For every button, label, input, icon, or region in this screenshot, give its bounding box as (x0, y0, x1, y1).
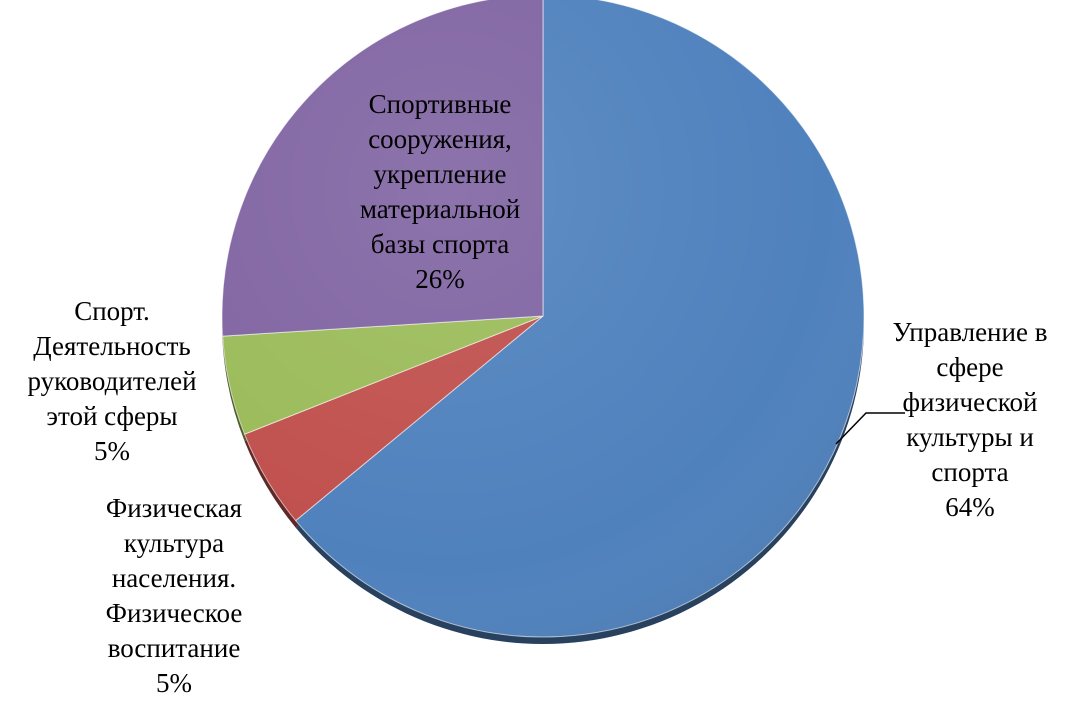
slice-percent-label: 64% (945, 492, 995, 522)
pie-slices (221, 0, 865, 638)
slice-label-line: культуры и (906, 422, 1034, 452)
slice-label-line: базы спорта (371, 229, 509, 259)
slice-label-2: Спорт. Деятельность руководителей этой сфер… (27, 296, 196, 466)
slice-label-line: Физическое (106, 598, 243, 628)
slice-label-line: Деятельность (33, 331, 190, 361)
slice-label-line: материальной (360, 194, 520, 224)
slice-label-1: Физическая культура населения. Физическое во… (106, 493, 243, 698)
slice-label-line: населения. (112, 563, 236, 593)
slice-label-line: сфере (936, 352, 1003, 382)
slice-percent-label: 26% (415, 264, 465, 294)
slice-percent-label: 5% (94, 436, 130, 466)
slice-label-line: Спортивные (369, 89, 512, 119)
slice-label-line: руководителей (27, 366, 196, 396)
slice-label-line: культура (124, 528, 224, 558)
slice-label-line: Спорт. (74, 296, 150, 326)
leader-line-0 (835, 412, 905, 445)
slice-label-line: Управление в (893, 317, 1048, 347)
slice-label-0: Управление в сфере физической культуры и спо… (893, 317, 1048, 522)
slice-label-line: сооружения, (368, 124, 512, 154)
slice-label-line: спорта (931, 457, 1008, 487)
slice-label-line: воспитание (108, 633, 241, 663)
slice-percent-label: 5% (156, 668, 192, 698)
slice-labels: Управление в сфере физической культуры и спо… (27, 89, 1047, 698)
leader-lines (835, 412, 905, 445)
slice-label-line: физической (903, 387, 1038, 417)
slice-label-line: этой сферы (46, 401, 177, 431)
slice-label-3: Спортивные сооружения, укрепление материаль… (360, 89, 520, 294)
slice-label-line: Физическая (106, 493, 242, 523)
slice-label-line: укрепление (374, 159, 507, 189)
